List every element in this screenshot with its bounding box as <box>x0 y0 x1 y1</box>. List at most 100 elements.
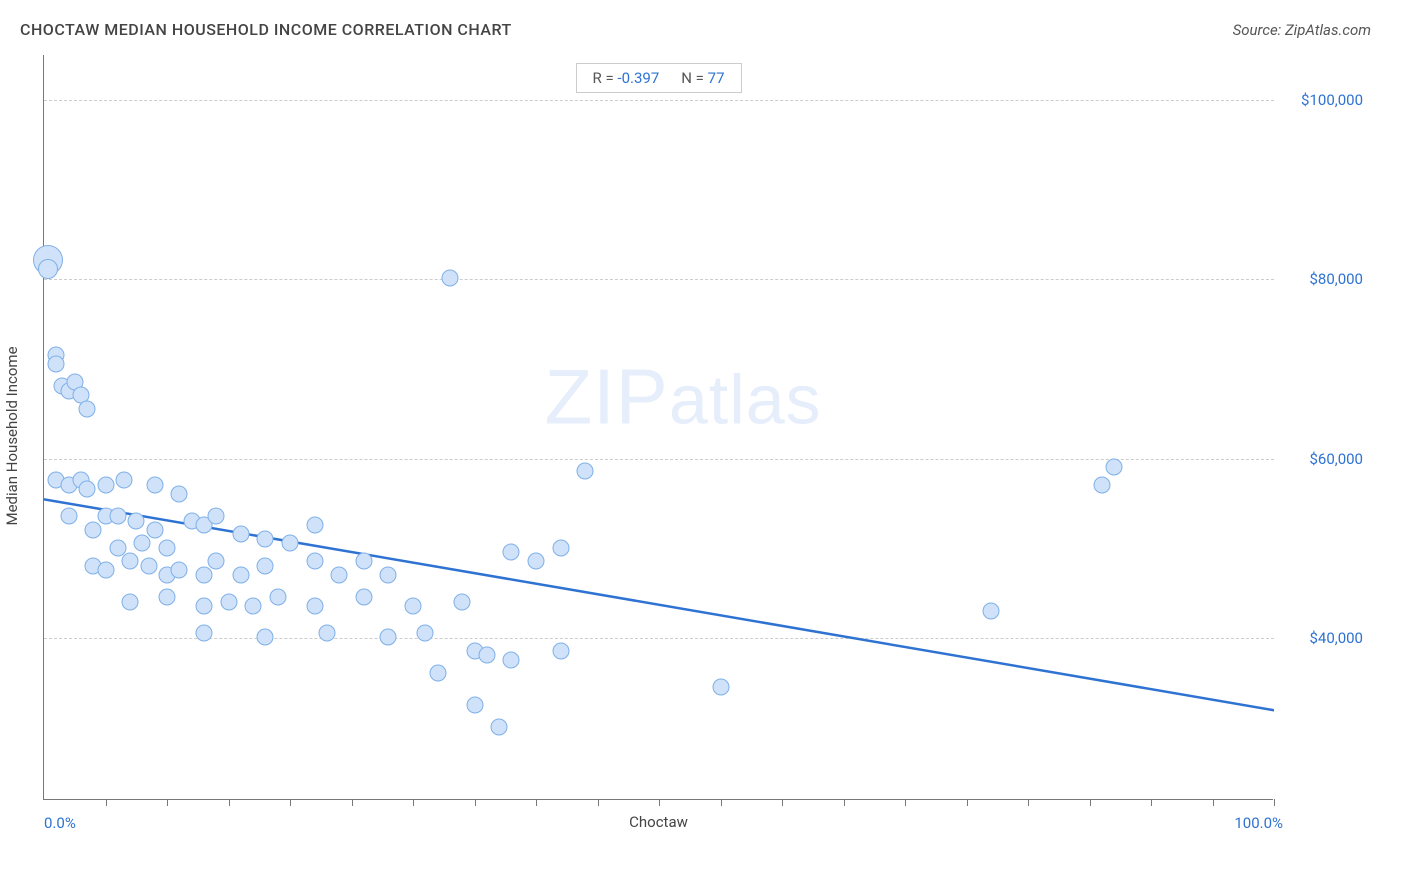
x-tick <box>844 799 845 806</box>
watermark-part1: ZIP <box>544 353 668 441</box>
source-name: ZipAtlas.com <box>1285 21 1371 39</box>
r-label: R = <box>592 69 613 87</box>
data-point <box>60 508 77 525</box>
data-point <box>79 481 96 498</box>
data-point <box>195 566 212 583</box>
data-point <box>232 566 249 583</box>
data-point <box>503 651 520 668</box>
n-value: 77 <box>708 69 725 87</box>
x-tick <box>1151 799 1152 806</box>
data-point <box>146 476 163 493</box>
data-point <box>140 557 157 574</box>
data-point <box>1106 458 1123 475</box>
data-point <box>380 566 397 583</box>
y-tick-label: $80,000 <box>1283 270 1363 288</box>
x-tick <box>598 799 599 806</box>
x-tick <box>352 799 353 806</box>
x-tick <box>905 799 906 806</box>
data-point <box>257 530 274 547</box>
data-point <box>171 562 188 579</box>
n-label: N = <box>681 69 704 87</box>
plot-area: ZIPatlas $40,000$60,000$80,000$100,000 R… <box>43 55 1273 800</box>
data-point <box>48 355 65 372</box>
x-tick <box>413 799 414 806</box>
stats-box: R = -0.397 N = 77 <box>575 63 741 93</box>
data-point <box>331 566 348 583</box>
source-attribution: Source: ZipAtlas.com <box>1233 21 1371 39</box>
data-point <box>528 553 545 570</box>
chart-title: CHOCTAW MEDIAN HOUSEHOLD INCOME CORRELAT… <box>20 20 512 39</box>
data-point <box>232 526 249 543</box>
x-tick <box>782 799 783 806</box>
y-tick-label: $40,000 <box>1283 629 1363 647</box>
x-tick <box>1028 799 1029 806</box>
data-point <box>282 535 299 552</box>
y-tick-label: $100,000 <box>1283 91 1363 109</box>
data-point <box>491 719 508 736</box>
source-prefix: Source: <box>1233 21 1285 39</box>
data-point <box>245 598 262 615</box>
y-tick-label: $60,000 <box>1283 450 1363 468</box>
x-tick <box>229 799 230 806</box>
data-point <box>195 624 212 641</box>
data-point <box>134 535 151 552</box>
data-point <box>983 602 1000 619</box>
watermark-part2: atlas <box>669 361 822 439</box>
data-point <box>97 476 114 493</box>
data-point <box>85 521 102 538</box>
data-point <box>195 598 212 615</box>
trendline <box>44 55 1274 800</box>
data-point <box>97 562 114 579</box>
x-tick <box>475 799 476 806</box>
data-point <box>171 485 188 502</box>
data-point <box>208 508 225 525</box>
data-point <box>552 539 569 556</box>
gridline <box>44 100 1274 101</box>
x-tick <box>1274 799 1275 806</box>
r-value: -0.397 <box>617 69 659 87</box>
data-point <box>257 557 274 574</box>
x-axis-end-label: 100.0% <box>1234 814 1283 832</box>
x-axis-start-label: 0.0% <box>44 814 76 832</box>
x-tick <box>536 799 537 806</box>
data-point <box>405 598 422 615</box>
data-point <box>306 553 323 570</box>
scatter-chart: ZIPatlas $40,000 $60,000 $80,000 $100,000 R… <box>43 55 1363 825</box>
data-point <box>115 472 132 489</box>
x-tick <box>967 799 968 806</box>
r-stat: R = -0.397 <box>592 69 659 87</box>
x-tick <box>1213 799 1214 806</box>
data-point <box>503 544 520 561</box>
data-point <box>712 678 729 695</box>
data-point <box>159 539 176 556</box>
y-axis-title: Median Household Income <box>3 346 21 525</box>
gridline <box>44 459 1274 460</box>
data-point <box>380 629 397 646</box>
gridline <box>44 279 1274 280</box>
data-point <box>417 624 434 641</box>
data-point <box>441 270 458 287</box>
data-point <box>269 589 286 606</box>
data-point <box>355 589 372 606</box>
data-point <box>146 521 163 538</box>
data-point <box>128 512 145 529</box>
data-point <box>122 593 139 610</box>
watermark: ZIPatlas <box>544 352 821 443</box>
data-point <box>79 400 96 417</box>
gridline <box>44 638 1274 639</box>
data-point <box>257 629 274 646</box>
data-point <box>122 553 139 570</box>
data-point <box>220 593 237 610</box>
x-tick <box>167 799 168 806</box>
data-point <box>552 642 569 659</box>
data-point <box>318 624 335 641</box>
x-axis-title: Choctaw <box>629 813 688 831</box>
data-point <box>159 589 176 606</box>
data-point <box>466 696 483 713</box>
data-point <box>208 553 225 570</box>
data-point <box>306 517 323 534</box>
data-point <box>1093 476 1110 493</box>
data-point <box>454 593 471 610</box>
data-point <box>109 508 126 525</box>
x-tick <box>290 799 291 806</box>
